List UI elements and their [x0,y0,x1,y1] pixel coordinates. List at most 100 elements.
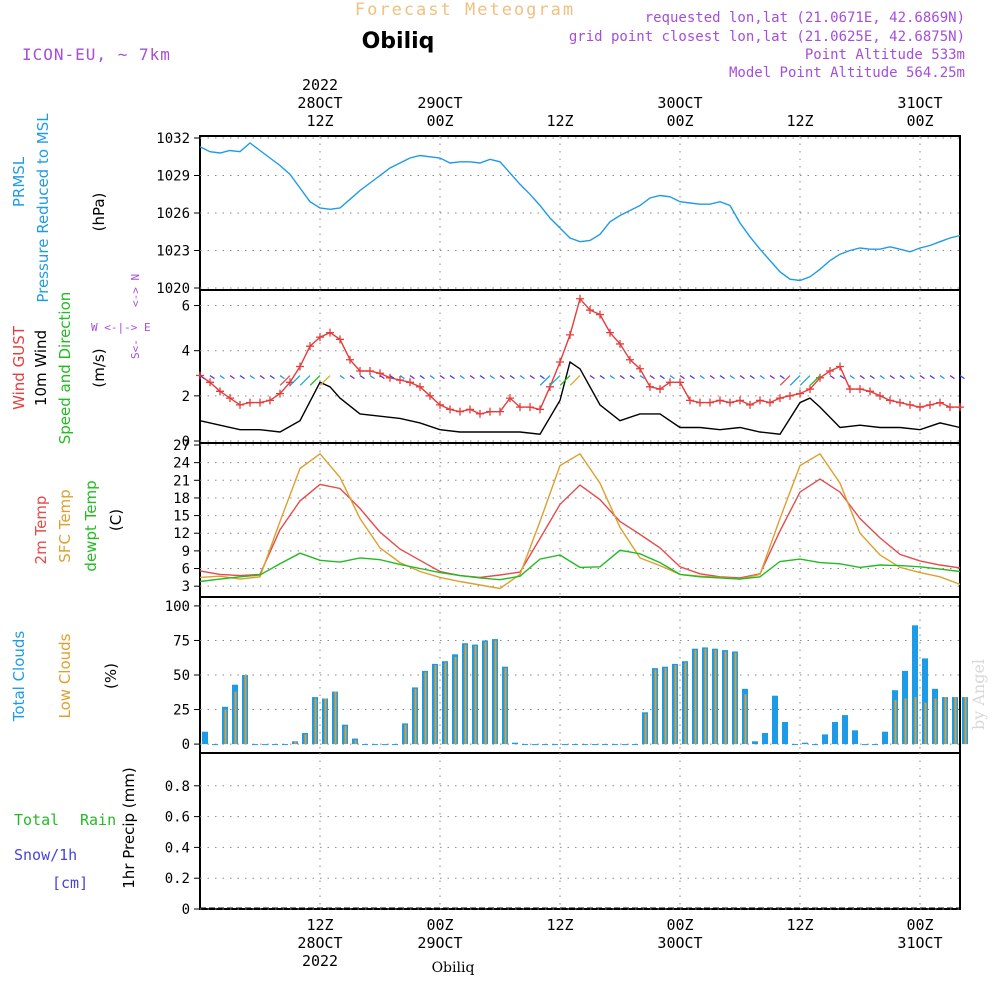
wind-direction-arrow [339,374,345,380]
wind-direction-arrow [779,375,791,386]
total-cloud-bar [792,744,798,746]
bottom-time-label: 12Z [546,916,573,934]
wind-gust-marker [636,364,644,373]
wind-gust-marker [256,398,264,407]
wind-direction-arrow [289,375,301,386]
wind-gust-marker [646,382,654,391]
panel-labels: PRMSL Pressure Reduced to MSL (hPa) Wind GU… [10,113,151,892]
wind-direction-arrow [739,374,745,380]
total-cloud-bar [922,658,928,745]
low-cloud-bar [954,697,957,745]
total-cloud-bar [882,731,888,745]
wind-direction-arrow [619,374,625,380]
low-cloud-bar [324,698,327,745]
pressure-tick-label: 1026 [156,206,190,222]
wind-direction-arrow [809,375,821,386]
wind-gust-marker [306,342,314,351]
wind-gust-marker [716,396,724,405]
wind-gust-marker [726,398,734,407]
wind-direction-arrow [509,374,515,380]
pressure-label-long: Pressure Reduced to MSL [34,113,52,303]
precip-total-label: Total [14,811,59,829]
top-time-label: 31OCT [897,94,942,112]
wind-gust-marker [956,403,964,412]
wind-gust-marker [916,403,924,412]
wind-direction-arrow [929,374,935,380]
wind-gust-marker [456,407,464,416]
wind-direction-arrow [409,374,415,380]
total-cloud-bar [562,744,568,746]
wind-direction-arrow [349,374,355,380]
wind-direction-arrow [209,374,215,380]
clouds-tick-label: 50 [173,668,190,684]
precip-tick-label: 0.2 [165,871,190,887]
bottom-time-label: 00Z [906,916,933,934]
wind-gust-marker [366,367,374,376]
wind-gust-marker [556,357,564,366]
dewpt-line [199,549,961,583]
bottom-time-label: 12Z [306,916,333,934]
wind-gust-marker [206,378,214,387]
precip-unit: 1hr Precip (mm) [120,767,138,888]
total-cloud-bar [252,744,258,746]
low-cloud-bar [494,640,497,745]
total-cloud-bar [842,715,848,745]
wind-gust-marker [356,367,364,376]
total-cloud-bar [852,730,858,745]
wind-direction-arrow [839,374,845,380]
wind-gust-marker [936,398,944,407]
total-cloud-bar [592,744,598,746]
low-cloud-bar [644,713,647,745]
wind-gust-marker [926,400,934,409]
footer-location: Obiliq [432,960,475,976]
wind-direction-arrow [249,374,255,380]
wind-direction-arrow [779,374,785,380]
temp-sfc-label: SFC Temp [56,489,74,562]
wind-tick-label: 6 [182,299,190,315]
wind-direction-arrow [789,375,801,386]
low-cloud-bar [654,669,657,745]
wind-gust-marker [516,403,524,412]
wind-direction-arrow [759,374,765,380]
wind-gust-marker [866,387,874,396]
wind-gust-marker [796,389,804,398]
temp-tick-label: 3 [182,579,190,595]
wind-direction-arrow [539,375,551,386]
pressure-line [199,142,961,282]
total-cloud-bar [572,744,578,746]
wind-gust-marker [526,403,534,412]
wind-gust-marker [196,371,204,380]
low-cloud-bar [744,694,747,744]
total-cloud-bar [772,695,778,745]
low-cloud-bar [674,665,677,745]
wind-gust-marker [316,333,324,342]
pressure-unit: (hPa) [90,193,108,232]
temp-tick-label: 21 [173,473,190,489]
wind-direction-arrow [799,375,811,386]
compass-n: <-> N [129,274,142,307]
low-cloud-bar [694,650,697,745]
total-cloud-bar [822,734,828,745]
wind-direction-arrow [489,374,495,380]
wind-gust-marker [426,391,434,400]
model-altitude: Model Point Altitude 564.25m [729,65,965,81]
wind-direction-arrow [749,374,755,380]
dewpt-label: dewpt Temp [82,480,100,571]
wind-direction-arrow [719,374,725,380]
low-cloud-bar [734,652,737,745]
requested-coordinates: requested lon,lat (21.0671E, 42.6869N) [645,10,965,26]
wind-gust-marker [616,339,624,348]
temp-tick-label: 15 [173,509,190,525]
point-altitude: Point Altitude 533m [805,47,965,63]
top-time-label: 28OCT [297,94,342,112]
total-cloud-bar [282,744,288,746]
wind-gust-marker [406,378,414,387]
bottom-time-label: 31OCT [897,934,942,952]
total-clouds-label: Total Clouds [10,631,28,723]
wind-gust-marker [706,398,714,407]
wind-direction-arrow [239,374,245,380]
wind-gust-marker [346,355,354,364]
temp-unit: (C) [107,509,125,531]
